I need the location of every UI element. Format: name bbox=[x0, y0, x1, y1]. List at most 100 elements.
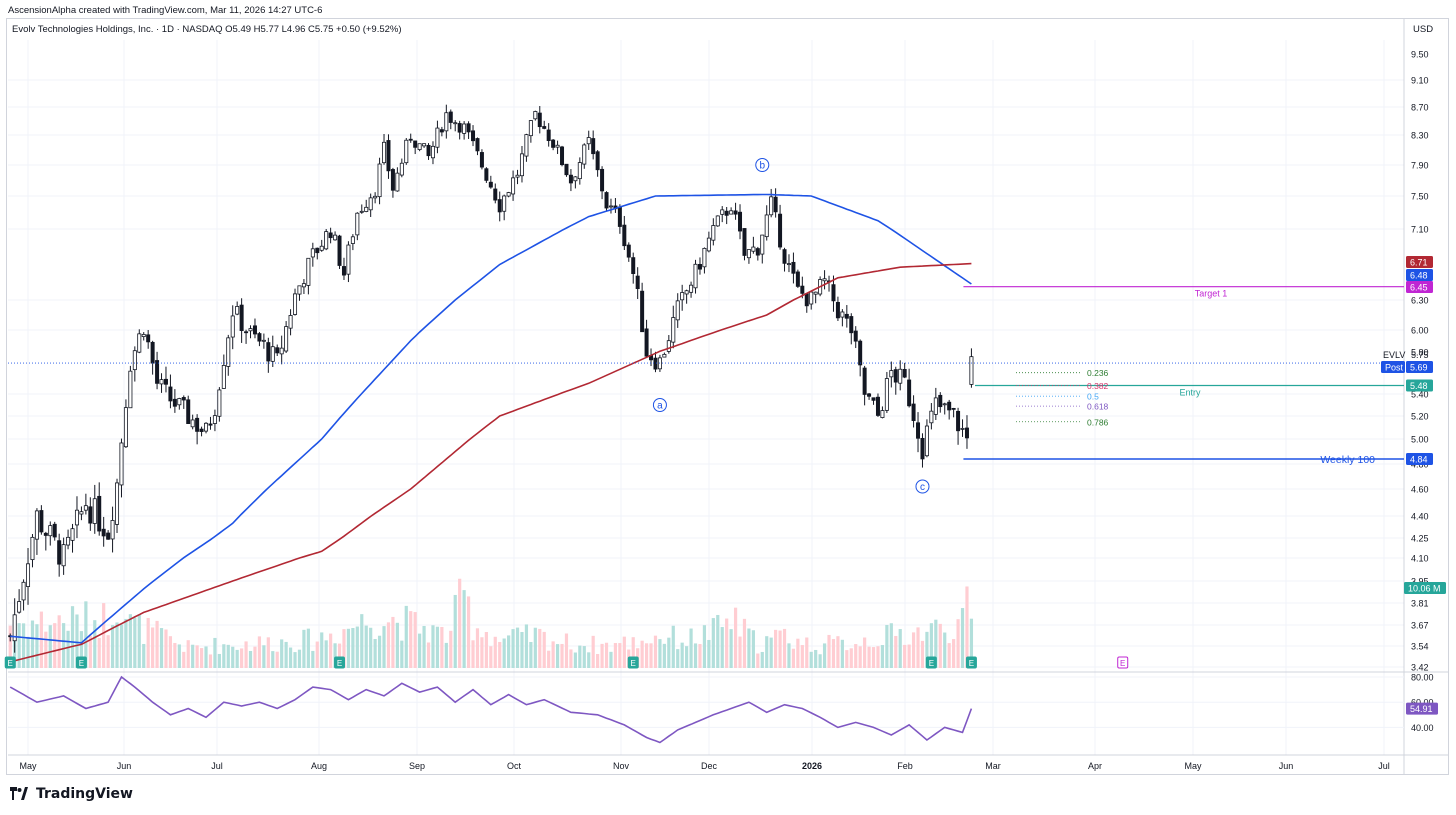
volume-bar bbox=[778, 630, 782, 668]
candle-body bbox=[956, 410, 961, 432]
candle-body bbox=[631, 257, 636, 274]
candle-body bbox=[97, 495, 102, 532]
month-tick: Jul bbox=[211, 761, 223, 771]
volume-bar bbox=[57, 615, 61, 668]
volume-bar bbox=[93, 620, 97, 668]
volume-bar bbox=[493, 636, 497, 668]
volume-bar bbox=[351, 627, 355, 668]
wave-marker[interactable] bbox=[755, 158, 770, 172]
time-axis: May Jun Jul Aug Sep Oct Nov Dec 2026 Feb Mar Apr May… bbox=[19, 761, 1389, 771]
candle-body bbox=[524, 134, 529, 157]
candle-body bbox=[119, 442, 124, 486]
wave-marker[interactable] bbox=[652, 398, 667, 412]
volume-bar bbox=[48, 625, 52, 668]
volume-bar bbox=[159, 628, 164, 668]
month-tick: May bbox=[1184, 761, 1202, 771]
tradingview-icon bbox=[10, 787, 28, 800]
annotations: a b c E E E E E E E bbox=[4, 158, 1129, 669]
candle-body bbox=[17, 601, 22, 613]
candle-body bbox=[551, 139, 556, 148]
volume-bar bbox=[689, 628, 693, 668]
volume-bar bbox=[280, 639, 284, 668]
candle-body bbox=[435, 127, 440, 148]
volume-bar bbox=[524, 624, 529, 668]
earnings-icon[interactable] bbox=[334, 656, 346, 669]
candle-body bbox=[724, 210, 729, 216]
volume-bar bbox=[747, 628, 751, 668]
candle-body bbox=[769, 196, 774, 216]
volume-bar bbox=[774, 629, 778, 668]
candle-body bbox=[172, 398, 177, 407]
candle-body bbox=[591, 138, 596, 155]
volume-bar bbox=[729, 629, 733, 668]
candle-body bbox=[791, 261, 796, 274]
rsi-value-text: 54.91 bbox=[1410, 704, 1433, 714]
volume-bar bbox=[275, 651, 279, 668]
volume-bar bbox=[889, 623, 893, 668]
volume-bar bbox=[484, 632, 488, 668]
candle-body bbox=[733, 210, 738, 215]
currency-label[interactable]: USD bbox=[1413, 24, 1434, 35]
earnings-icon[interactable] bbox=[75, 656, 87, 669]
volume-bar bbox=[391, 616, 395, 668]
candle-body bbox=[359, 210, 364, 213]
volume-bar bbox=[658, 639, 662, 668]
earnings-icon[interactable] bbox=[1117, 656, 1129, 669]
volume-bar bbox=[929, 623, 933, 668]
candle-body bbox=[297, 285, 302, 295]
volume-label bbox=[1404, 582, 1446, 594]
volume-bar bbox=[564, 633, 569, 668]
candle-body bbox=[132, 350, 137, 371]
candle-body bbox=[782, 249, 787, 264]
ma-fast-line bbox=[10, 193, 972, 644]
volume-bar bbox=[133, 617, 137, 668]
volume-bar bbox=[266, 637, 270, 668]
candle-body bbox=[123, 407, 128, 448]
ma-slow-line bbox=[10, 262, 972, 663]
volume-bar bbox=[204, 646, 208, 668]
candle-body bbox=[399, 162, 404, 176]
earnings-label: E bbox=[79, 659, 84, 668]
volume-bar bbox=[809, 651, 813, 668]
earnings-icon[interactable] bbox=[925, 656, 937, 669]
candle-body bbox=[66, 536, 71, 546]
volume-bar bbox=[685, 646, 689, 668]
volume-bar bbox=[644, 643, 649, 668]
candle-body bbox=[666, 340, 671, 352]
candle-body bbox=[34, 510, 39, 540]
candle-body bbox=[604, 192, 609, 209]
earnings-label: E bbox=[631, 659, 636, 668]
candle-body bbox=[786, 263, 791, 266]
volume-bar bbox=[418, 633, 422, 668]
candle-body bbox=[573, 176, 578, 182]
level-label: Target 1 bbox=[1195, 289, 1228, 299]
volume-bar bbox=[871, 647, 876, 668]
candle-body bbox=[488, 181, 493, 188]
volume-bar bbox=[97, 637, 101, 668]
volume-bar bbox=[329, 633, 333, 668]
wave-marker[interactable] bbox=[915, 479, 930, 494]
earnings-icon[interactable] bbox=[965, 656, 977, 669]
candle-body bbox=[52, 523, 57, 538]
candle-body bbox=[502, 195, 507, 212]
price-label-text: 6.48 bbox=[1410, 271, 1428, 281]
candle-body bbox=[181, 397, 186, 401]
volume-bar bbox=[569, 649, 573, 668]
candle-body bbox=[560, 146, 565, 166]
candle-body bbox=[48, 525, 53, 537]
volume-bar bbox=[622, 636, 626, 668]
volume-bar bbox=[288, 647, 293, 668]
volume-bar bbox=[662, 643, 666, 668]
earnings-label: E bbox=[969, 659, 974, 668]
candle-body bbox=[969, 356, 974, 385]
candle-body bbox=[364, 206, 369, 212]
volume-bar bbox=[667, 637, 671, 668]
earnings-icon[interactable] bbox=[4, 656, 16, 669]
candle-body bbox=[448, 111, 453, 123]
volume-bar bbox=[498, 641, 502, 668]
earnings-icon[interactable] bbox=[627, 656, 639, 669]
volume-bar bbox=[943, 632, 947, 668]
volume-bar bbox=[609, 651, 613, 668]
candle-body bbox=[902, 369, 907, 378]
